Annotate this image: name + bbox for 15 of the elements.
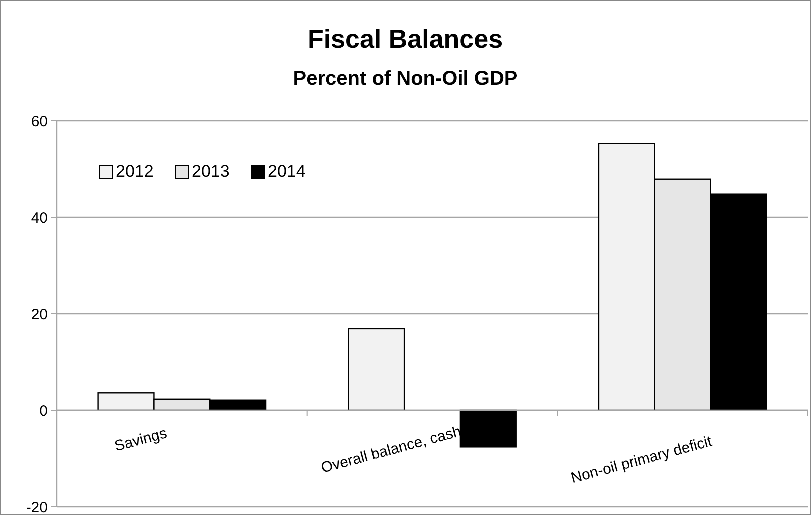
legend-label: 2014 [268, 162, 306, 181]
legend-label: 2013 [192, 162, 230, 181]
legend-label: 2012 [116, 162, 154, 181]
y-tick-label: 20 [31, 306, 48, 324]
x-tick-label: Savings [113, 425, 169, 456]
chart-subtitle: Percent of Non-Oil GDP [293, 68, 518, 90]
y-tick-label: 40 [31, 210, 48, 227]
x-tick-label: Overall balance, cash [319, 423, 464, 478]
x-tick-label: Non-oil primary deficit [569, 432, 715, 488]
chart-title: Fiscal Balances [308, 24, 504, 54]
y-tick-label: 60 [31, 113, 48, 130]
y-tick-label: -20 [26, 499, 48, 515]
bar [348, 328, 406, 412]
y-tick-label: 0 [40, 402, 48, 420]
bar [460, 410, 517, 448]
